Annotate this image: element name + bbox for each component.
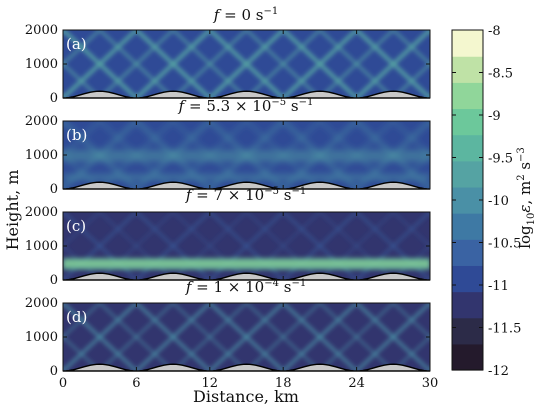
panel-a: 0 1000 2000 (a) <box>25 23 431 106</box>
colorbar-tick-label: -10 <box>488 194 509 209</box>
colorbar-tick-label: -9 <box>488 109 501 124</box>
panel-label: (b) <box>66 126 87 144</box>
panel-label: (c) <box>66 217 86 235</box>
colorbar-tick-label: -11.5 <box>488 322 521 337</box>
colorbar-swatch <box>452 108 483 136</box>
y-tick-label: 2000 <box>25 296 58 311</box>
colorbar-swatch <box>452 160 483 188</box>
panel-d-title: f = 1 × 10−4 s−1 <box>185 278 306 296</box>
panel-c: 0 1000 2000 (c) <box>25 205 431 288</box>
topography <box>62 272 431 281</box>
x-tick-label: 24 <box>348 376 365 391</box>
colorbar-label: log10ε, m2 s−3 <box>516 147 537 249</box>
y-tick-label: 0 <box>50 91 58 106</box>
panel-b-title: f = 5.3 × 10−5 s−1 <box>178 97 314 115</box>
colorbar-swatch <box>452 186 483 214</box>
topography <box>62 181 431 190</box>
x-tick-label: 6 <box>132 376 140 391</box>
x-tick-label: 30 <box>422 376 439 391</box>
colorbar-tick-label: -9.5 <box>488 152 513 167</box>
x-axis-label: Distance, km <box>193 387 299 406</box>
colorbar-swatch <box>452 30 483 57</box>
colorbar-swatch <box>452 343 483 371</box>
colorbar-swatch <box>452 213 483 240</box>
y-tick-label: 1000 <box>25 239 58 254</box>
colorbar-swatch <box>452 291 483 319</box>
y-axis-label: Height, m <box>3 170 22 251</box>
colorbar-tick-label: -10.5 <box>488 237 521 252</box>
y-tick-label: 2000 <box>25 114 58 129</box>
topography <box>62 363 431 372</box>
panel-d: 0 1000 2000 0 6 12 18 24 30 (d) <box>25 296 439 391</box>
y-tick-label: 2000 <box>25 23 58 38</box>
y-tick-label: 2000 <box>25 205 58 220</box>
y-tick-label: 1000 <box>25 57 58 72</box>
colorbar-swatch <box>452 239 483 266</box>
panel-label: (d) <box>66 308 87 326</box>
colorbar-swatch <box>452 317 483 345</box>
y-tick-label: 1000 <box>25 330 58 345</box>
colorbar-swatch <box>452 265 483 293</box>
y-tick-label: 1000 <box>25 148 58 163</box>
y-tick-label: 0 <box>50 273 58 288</box>
panel-c-title: f = 7 × 10−5 s−1 <box>185 186 306 204</box>
panel-a-title: f = 0 s−1 <box>213 6 278 24</box>
panels: 0 1000 2000 (a) 0 1000 2000 (b) 0 1000 2000 (c) 0 100… <box>25 23 439 391</box>
panel-label: (a) <box>66 35 87 53</box>
colorbar-tick-label: -11 <box>488 279 509 294</box>
colorbar-swatch <box>452 82 483 110</box>
y-tick-label: 0 <box>50 364 58 379</box>
topography <box>62 90 431 99</box>
panel-b: 0 1000 2000 (b) <box>25 114 431 197</box>
x-tick-label: 12 <box>202 376 219 391</box>
colorbar-tick-label: -12 <box>488 364 509 379</box>
colorbar-swatch <box>452 56 483 83</box>
x-tick-label: 0 <box>59 376 67 391</box>
x-tick-label: 18 <box>275 376 292 391</box>
colorbar-swatch <box>452 134 483 162</box>
colorbar-tick-label: -8 <box>488 24 501 39</box>
colorbar-tick-label: -8.5 <box>488 67 513 82</box>
colorbar: -8 -8.5 -9 -9.5 -10 -10.5 -11 -11.5 -12 <box>451 24 521 379</box>
y-tick-label: 0 <box>50 182 58 197</box>
